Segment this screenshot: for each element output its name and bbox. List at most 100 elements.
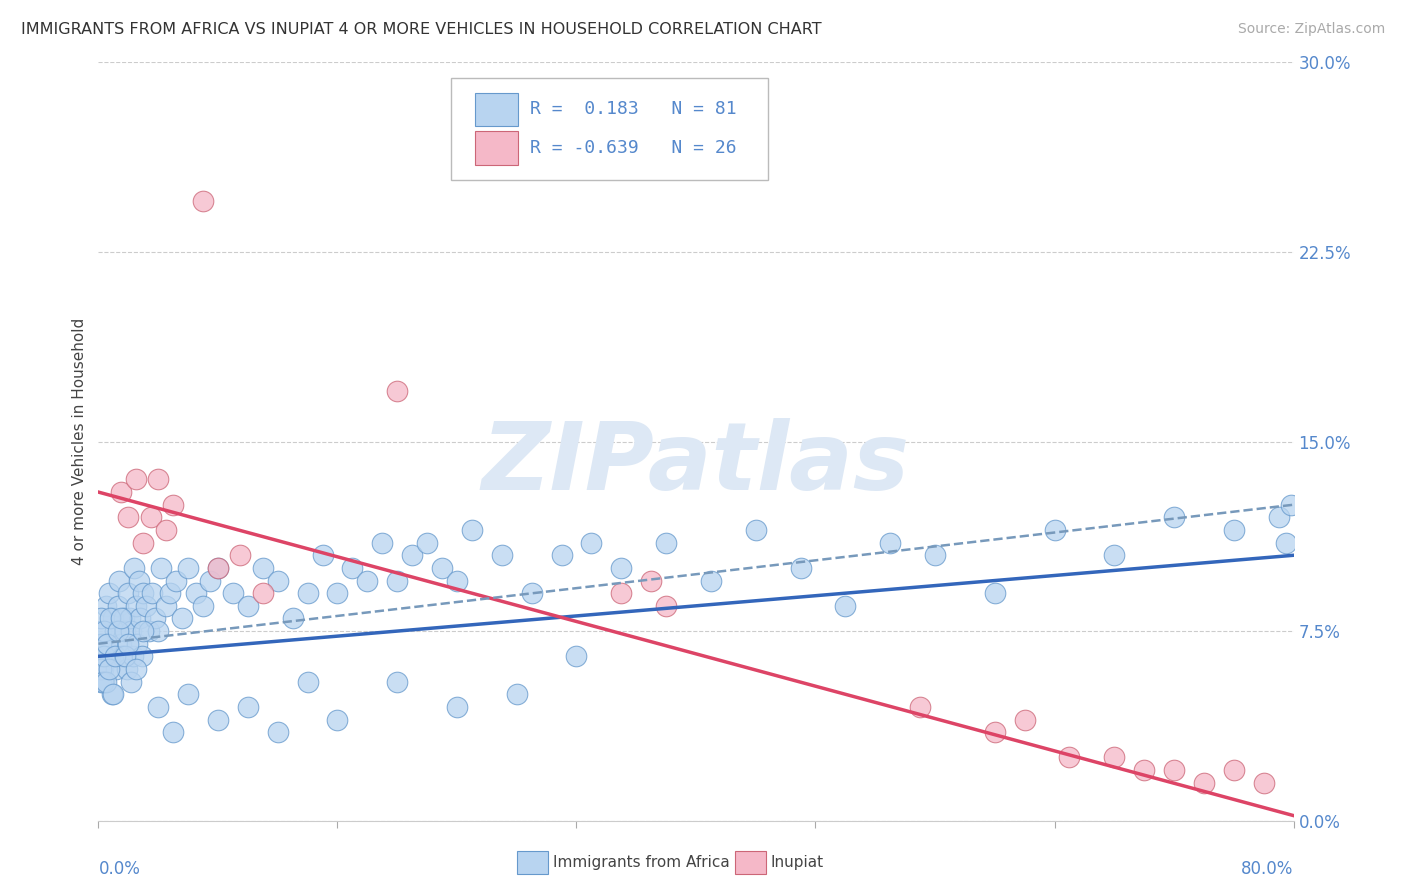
Point <box>120 674 142 689</box>
Point <box>103 687 125 701</box>
Point <box>416 535 439 549</box>
Text: R = -0.639   N = 26: R = -0.639 N = 26 <box>530 139 737 157</box>
Point <box>401 548 423 563</box>
Point <box>297 674 319 689</box>
Point <box>297 586 319 600</box>
Text: 80.0%: 80.0% <box>1241 860 1294 878</box>
Point <box>789 561 811 575</box>
Point <box>139 510 162 524</box>
Point <box>125 599 148 613</box>
Text: Inupiat: Inupiat <box>770 855 824 870</box>
Point <box>1104 548 1126 563</box>
Point <box>1223 763 1246 777</box>
Point <box>148 699 170 714</box>
Point <box>148 624 170 639</box>
Point <box>90 649 112 664</box>
Point <box>121 649 143 664</box>
Point <box>132 624 155 639</box>
Point <box>267 574 290 588</box>
Point <box>138 624 160 639</box>
Point <box>491 548 513 563</box>
Point <box>1133 763 1156 777</box>
Point <box>93 624 115 639</box>
Point <box>984 725 1007 739</box>
Point <box>207 561 229 575</box>
Text: 0.0%: 0.0% <box>98 860 141 878</box>
Point <box>446 574 468 588</box>
Point <box>125 473 148 487</box>
Point <box>1192 776 1215 790</box>
Point <box>1014 713 1036 727</box>
Point <box>162 725 184 739</box>
Point <box>98 611 122 625</box>
Point <box>342 561 364 575</box>
Point <box>148 473 170 487</box>
Point <box>745 523 768 537</box>
Point <box>114 649 136 664</box>
Point <box>90 611 112 625</box>
Point <box>222 586 245 600</box>
Point <box>110 611 132 625</box>
Point <box>110 637 132 651</box>
Point <box>132 535 155 549</box>
Point <box>94 674 117 689</box>
Point <box>1043 523 1066 537</box>
Point <box>655 599 678 613</box>
Point <box>155 523 177 537</box>
Point <box>1163 763 1185 777</box>
Point <box>114 624 136 639</box>
Point <box>207 561 229 575</box>
Point <box>115 662 138 676</box>
Point <box>177 561 200 575</box>
Point <box>90 637 112 651</box>
Y-axis label: 4 or more Vehicles in Household: 4 or more Vehicles in Household <box>72 318 87 566</box>
FancyBboxPatch shape <box>451 78 768 180</box>
Point <box>90 674 112 689</box>
Point <box>461 523 484 537</box>
Point <box>165 574 187 588</box>
Point <box>924 548 946 563</box>
Point <box>150 561 173 575</box>
Point <box>103 611 125 625</box>
Point <box>93 674 115 689</box>
Point <box>834 599 856 613</box>
Point <box>267 725 290 739</box>
Point <box>281 611 304 625</box>
Point <box>252 561 274 575</box>
Point <box>191 194 214 209</box>
Point <box>200 574 222 588</box>
Point <box>356 574 378 588</box>
Point <box>172 611 194 625</box>
Point <box>93 649 115 664</box>
Point <box>131 649 153 664</box>
Point <box>550 548 572 563</box>
Point <box>191 599 214 613</box>
Point <box>1163 510 1185 524</box>
Point <box>97 662 120 676</box>
Point <box>90 624 112 639</box>
Point <box>385 674 409 689</box>
Point <box>101 687 124 701</box>
Point <box>565 649 588 664</box>
Point <box>96 637 118 651</box>
Point <box>129 611 152 625</box>
Point <box>108 574 131 588</box>
Point <box>96 637 118 651</box>
Point <box>1253 776 1275 790</box>
Point <box>98 649 122 664</box>
Point <box>1223 523 1246 537</box>
Text: Source: ZipAtlas.com: Source: ZipAtlas.com <box>1237 22 1385 37</box>
Point <box>311 548 333 563</box>
Point <box>385 574 409 588</box>
Point <box>610 561 633 575</box>
FancyBboxPatch shape <box>475 93 517 126</box>
Point <box>117 510 139 524</box>
Point <box>125 662 148 676</box>
Point <box>1059 750 1081 764</box>
Point <box>155 599 177 613</box>
Point <box>135 599 157 613</box>
Point <box>118 611 141 625</box>
Point <box>184 586 207 600</box>
Point <box>446 699 468 714</box>
Point <box>111 649 134 664</box>
